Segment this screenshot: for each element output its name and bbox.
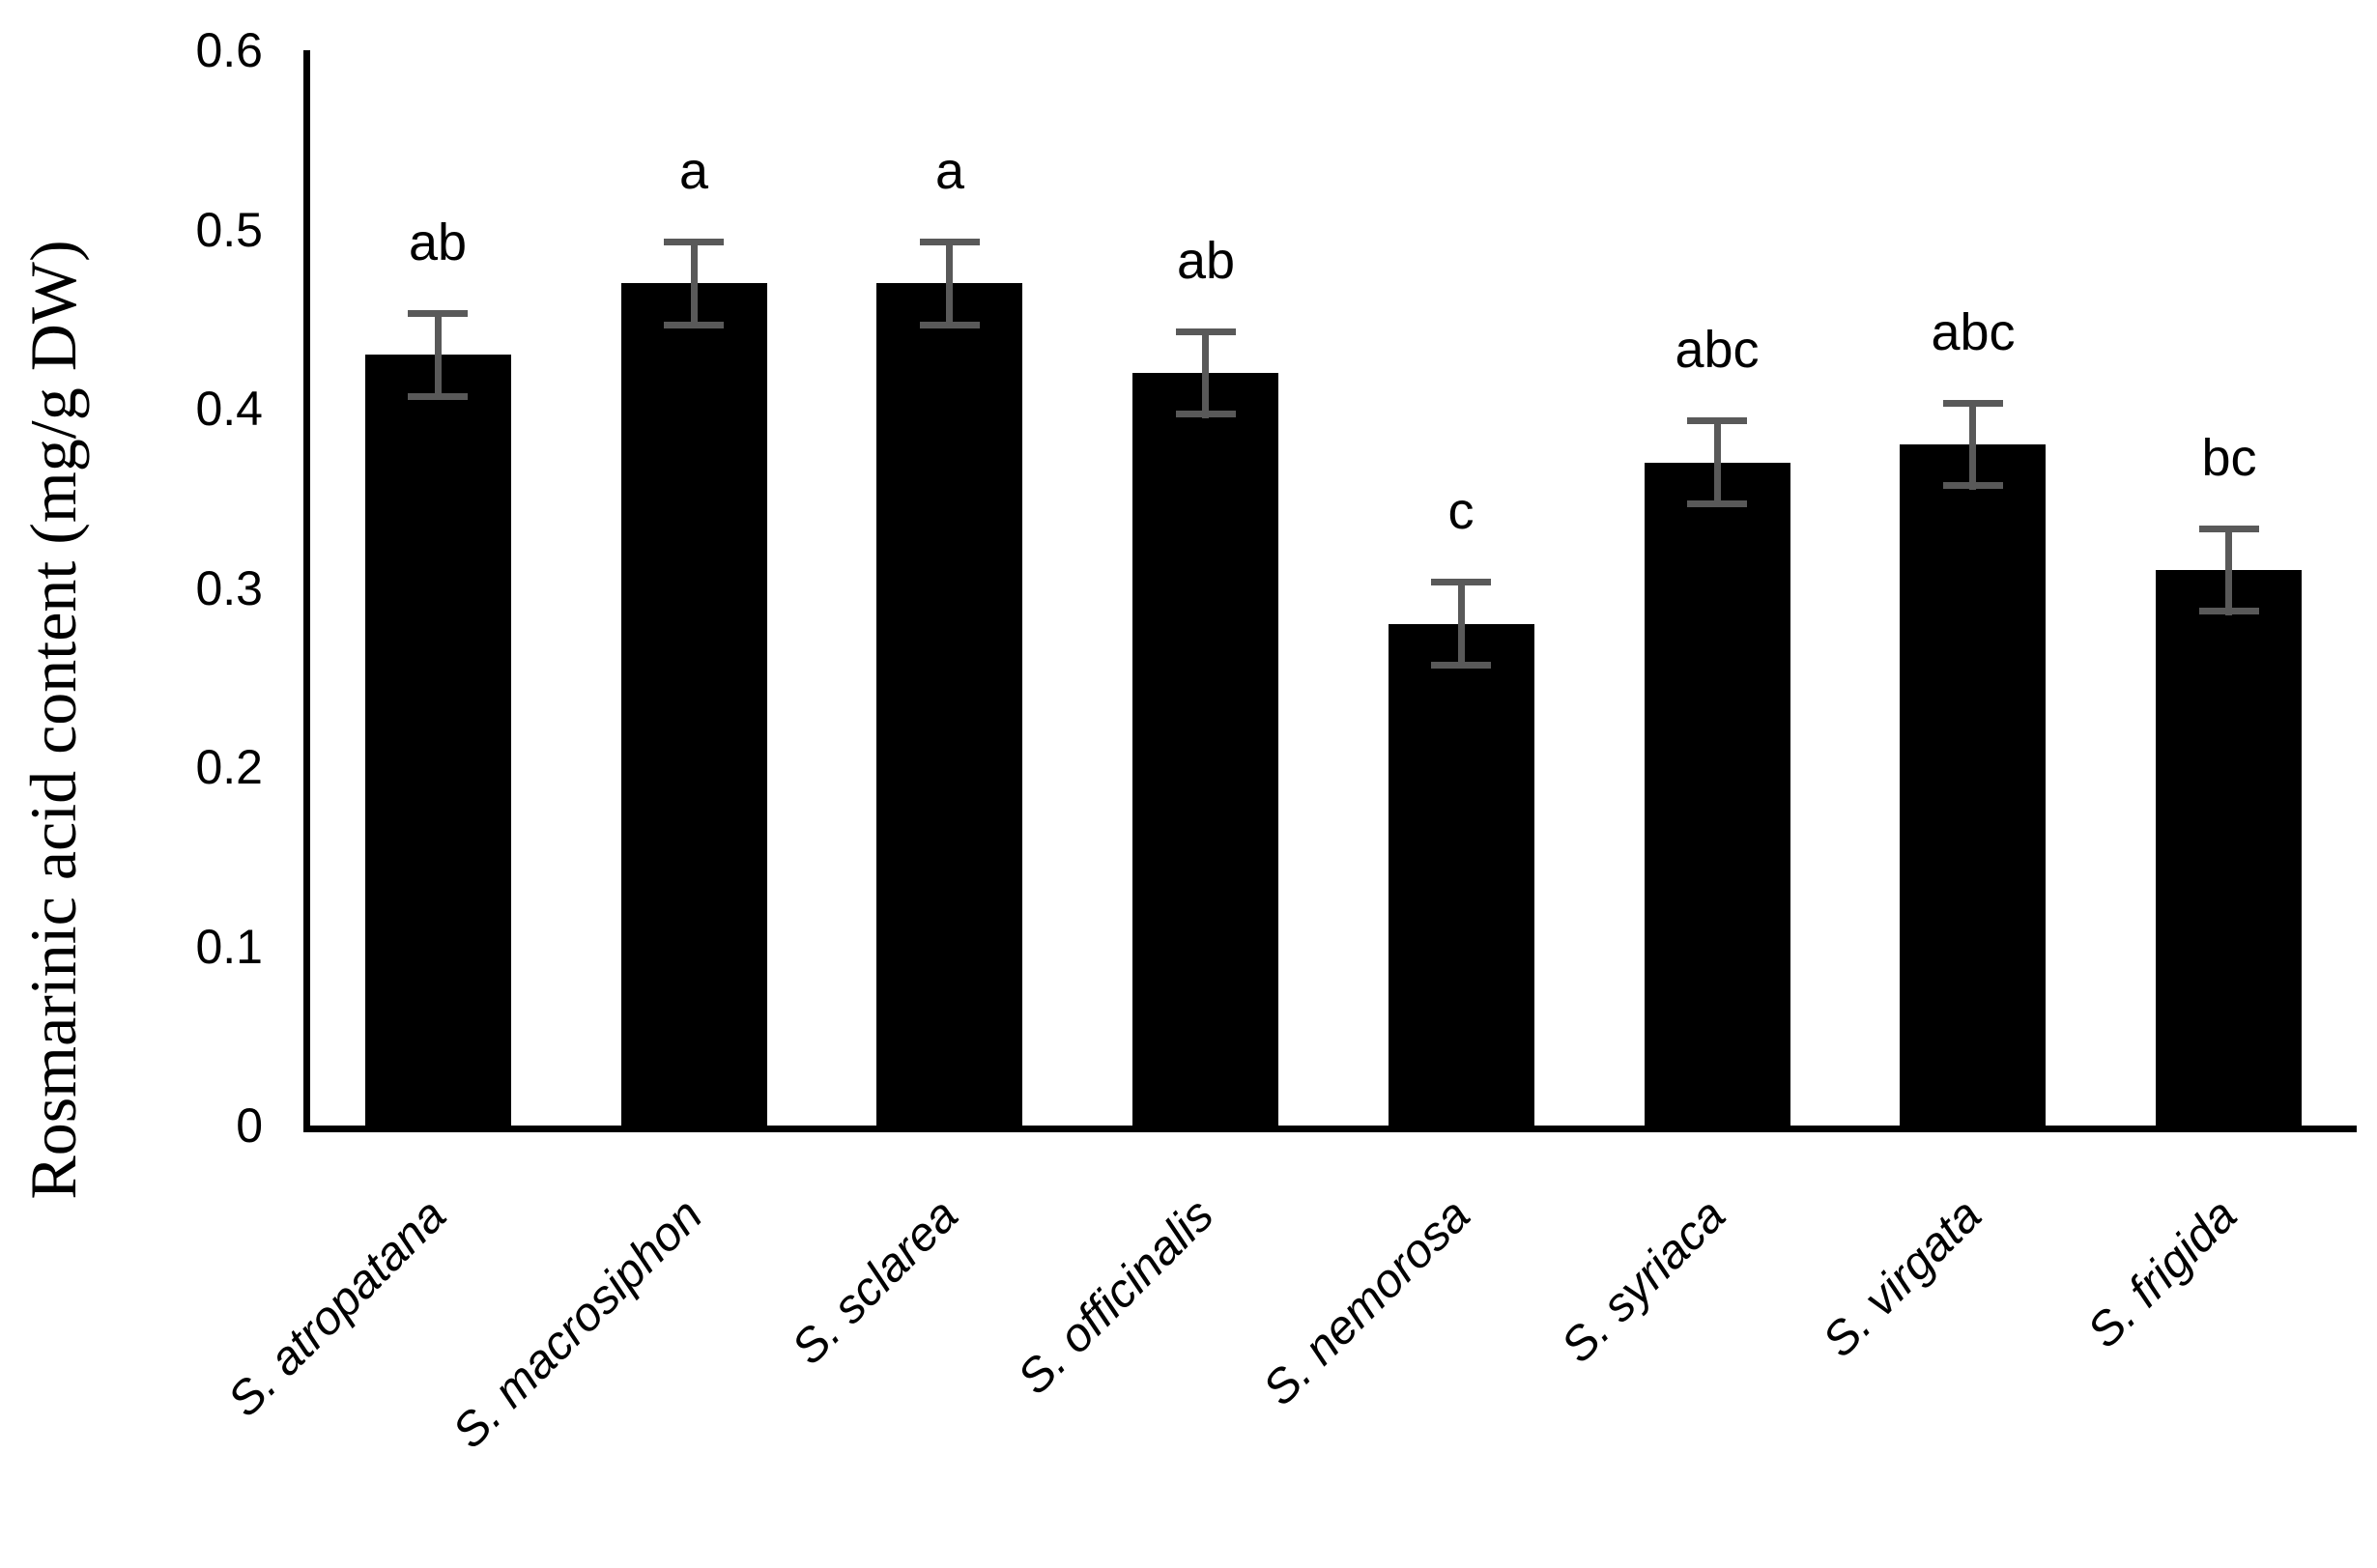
y-tick-label: 0.1 xyxy=(195,919,263,974)
error-bar-bottom-cap xyxy=(920,322,980,328)
error-bar-top-cap xyxy=(664,239,724,245)
error-bar-top-cap xyxy=(408,310,468,317)
error-bar-stem xyxy=(1969,400,1976,490)
x-tick-label: S. nemorosa xyxy=(1252,1188,1480,1416)
error-bar-bottom-cap xyxy=(1943,482,2003,489)
bar-5 xyxy=(1389,624,1534,1126)
significance-letter: a xyxy=(678,142,709,200)
error-bar-bottom-cap xyxy=(1687,500,1747,507)
bar-1 xyxy=(365,355,511,1126)
significance-letter: ab xyxy=(408,214,468,271)
significance-letter: bc xyxy=(2201,429,2257,487)
significance-letter: ab xyxy=(1176,232,1236,290)
error-bar-stem xyxy=(2225,526,2232,615)
error-bar-stem xyxy=(691,239,698,328)
bar-3 xyxy=(876,283,1022,1126)
significance-letter: abc xyxy=(1675,321,1760,379)
error-bar-top-cap xyxy=(1687,417,1747,424)
plot-area: ab a a ab c abc abc bc xyxy=(303,50,2357,1132)
error-bar-bottom-cap xyxy=(1431,662,1491,669)
significance-letter: abc xyxy=(1931,303,2016,361)
error-bar-stem xyxy=(1714,417,1721,507)
error-bar-stem xyxy=(435,310,442,400)
bar-6 xyxy=(1645,463,1790,1126)
y-tick-label: 0.2 xyxy=(195,740,263,794)
y-axis-title: Rosmarinic acid content (mg/g DW) xyxy=(16,240,90,1200)
error-bar-stem xyxy=(1458,579,1465,669)
y-tick-label: 0.6 xyxy=(195,23,263,77)
error-bar-bottom-cap xyxy=(408,393,468,400)
y-tick-label: 0.5 xyxy=(195,202,263,257)
x-tick-label: S. officinalis xyxy=(1008,1188,1224,1405)
significance-letter: c xyxy=(1447,482,1475,540)
x-tick-label: S. frigida xyxy=(2077,1188,2248,1358)
y-tick-label: 0.4 xyxy=(195,382,263,436)
x-tick-label: S. syriaca xyxy=(1551,1188,1736,1374)
error-bar-top-cap xyxy=(920,239,980,245)
x-tick-label: S. atropatana xyxy=(218,1188,457,1427)
error-bar-stem xyxy=(1202,328,1209,418)
bar-4 xyxy=(1132,373,1278,1126)
x-tick-label: S. macrosiphon xyxy=(443,1188,713,1459)
error-bar-top-cap xyxy=(2199,526,2259,532)
significance-letter: a xyxy=(934,142,965,200)
error-bar-top-cap xyxy=(1943,400,2003,407)
error-bar-stem xyxy=(946,239,953,328)
bar-7 xyxy=(1900,444,2046,1126)
x-tick-label: S. virgata xyxy=(1813,1188,1991,1368)
bar-8 xyxy=(2156,570,2302,1126)
error-bar-bottom-cap xyxy=(664,322,724,328)
error-bar-bottom-cap xyxy=(1176,411,1236,417)
bar-2 xyxy=(621,283,767,1126)
error-bar-top-cap xyxy=(1431,579,1491,585)
x-tick-label: S. sclarea xyxy=(782,1188,968,1375)
error-bar-bottom-cap xyxy=(2199,608,2259,614)
error-bar-top-cap xyxy=(1176,328,1236,335)
y-tick-label: 0.3 xyxy=(195,560,263,615)
y-tick-label: 0 xyxy=(236,1098,263,1153)
